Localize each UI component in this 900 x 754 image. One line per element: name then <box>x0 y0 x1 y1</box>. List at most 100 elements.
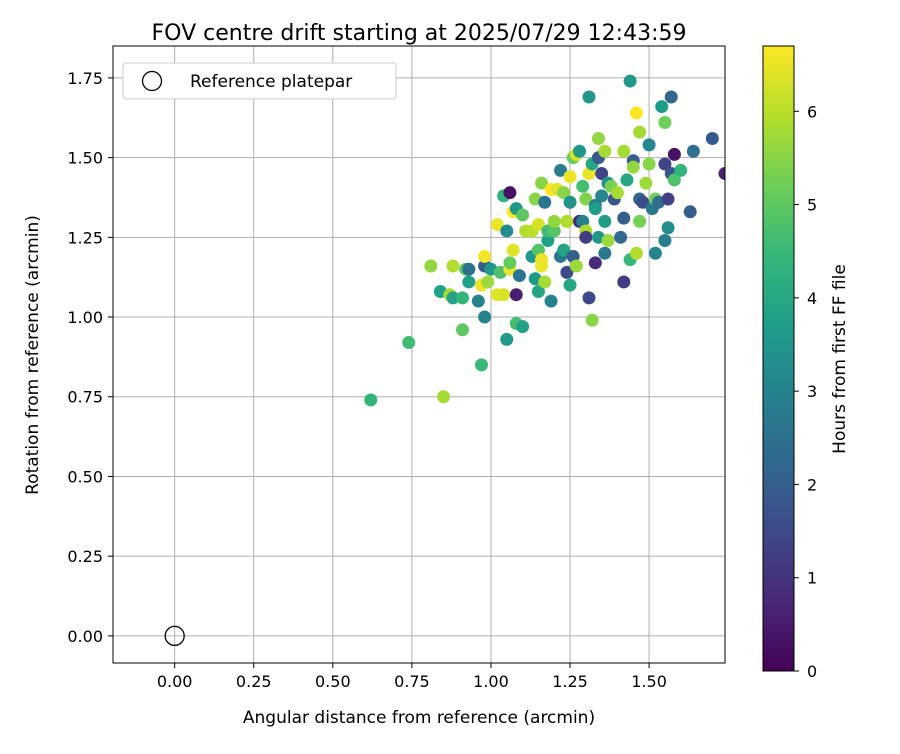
data-points <box>364 74 725 407</box>
colorbar-tick-label: 4 <box>807 289 817 308</box>
data-point <box>623 74 637 88</box>
data-point <box>573 144 587 158</box>
colorbar-gradient <box>762 45 795 672</box>
data-point <box>579 230 593 244</box>
data-point <box>610 186 624 200</box>
data-point <box>503 256 517 270</box>
legend: Reference platepar <box>122 62 397 100</box>
colorbar-tick-label: 0 <box>807 662 817 681</box>
x-tick-label: 0.75 <box>394 672 430 691</box>
data-point <box>579 192 593 206</box>
data-point <box>544 294 558 308</box>
data-point <box>617 144 631 158</box>
data-point <box>598 246 612 260</box>
colorbar-ticks: 0 1 2 3 4 5 6 <box>794 102 817 681</box>
data-point <box>490 218 504 232</box>
data-point <box>617 211 631 225</box>
data-point <box>658 234 672 248</box>
y-axis-ticks: 0.00 0.25 0.50 0.75 1.00 1.25 1.50 1.75 <box>67 69 113 646</box>
data-point <box>535 176 549 190</box>
data-point <box>506 243 520 257</box>
data-point <box>585 313 599 327</box>
y-axis-label: Rotation from reference (arcmin) <box>23 215 43 495</box>
data-point <box>686 144 700 158</box>
data-point <box>601 234 615 248</box>
data-point <box>516 208 530 222</box>
plot-frame <box>112 45 726 664</box>
data-point <box>661 221 675 235</box>
data-point <box>538 195 552 209</box>
data-point <box>629 246 643 260</box>
data-point <box>664 90 678 104</box>
y-tick-label: 1.25 <box>67 228 103 247</box>
grid-lines <box>113 46 725 663</box>
data-point <box>481 275 495 289</box>
data-point <box>582 90 596 104</box>
data-point <box>563 278 577 292</box>
data-point <box>455 291 469 305</box>
data-point <box>560 214 574 228</box>
data-point <box>547 224 561 238</box>
data-point <box>614 230 628 244</box>
data-point <box>718 167 725 181</box>
data-point <box>516 320 530 334</box>
data-point <box>462 275 476 289</box>
x-axis-label: Angular distance from reference (arcmin) <box>243 708 595 728</box>
data-point <box>446 259 460 273</box>
y-tick-label: 0.75 <box>67 388 103 407</box>
data-point <box>560 265 574 279</box>
data-point <box>595 189 609 203</box>
y-tick-label: 0.50 <box>67 467 103 486</box>
colorbar-tick-label: 5 <box>807 196 817 215</box>
data-point <box>591 131 605 145</box>
y-tick-label: 1.75 <box>67 69 103 88</box>
colorbar-tick-label: 2 <box>807 475 817 494</box>
data-point <box>598 214 612 228</box>
x-tick-label: 1.00 <box>473 672 509 691</box>
data-point <box>455 323 469 337</box>
data-point <box>541 234 555 248</box>
colorbar-tick-label: 3 <box>807 382 817 401</box>
data-point <box>626 160 640 174</box>
data-point <box>478 310 492 324</box>
x-tick-label: 0.50 <box>315 672 351 691</box>
reference-platepar-point <box>164 625 185 647</box>
data-point <box>512 269 526 283</box>
data-point <box>636 195 650 209</box>
data-point <box>683 205 697 219</box>
y-tick-label: 1.50 <box>67 149 103 168</box>
data-point <box>364 393 378 407</box>
data-point <box>617 275 631 289</box>
data-point <box>500 224 514 238</box>
x-tick-label: 1.50 <box>631 672 667 691</box>
data-point <box>424 259 438 273</box>
x-axis-ticks: 0.00 0.25 0.50 0.75 1.00 1.25 1.50 <box>157 663 667 691</box>
legend-box <box>122 62 397 100</box>
data-point <box>547 214 561 228</box>
data-point <box>535 259 549 273</box>
data-point <box>402 336 416 350</box>
x-tick-label: 0.25 <box>236 672 272 691</box>
data-point <box>642 138 656 152</box>
chart-title: FOV centre drift starting at 2025/07/29 … <box>152 21 687 46</box>
data-point <box>633 125 647 139</box>
data-point <box>509 288 523 302</box>
data-point <box>462 262 476 276</box>
data-point <box>531 285 545 299</box>
data-point <box>588 256 602 270</box>
data-point <box>446 291 460 305</box>
data-point <box>598 144 612 158</box>
data-point <box>667 173 681 187</box>
data-point <box>576 179 590 193</box>
data-point <box>648 246 662 260</box>
y-tick-label: 1.00 <box>67 308 103 327</box>
data-point <box>661 192 675 206</box>
colorbar-tick-label: 6 <box>807 102 817 121</box>
y-tick-label: 0.25 <box>67 547 103 566</box>
data-point <box>705 131 719 145</box>
data-point <box>620 173 634 187</box>
legend-marker-icon <box>141 70 163 92</box>
x-tick-label: 0.00 <box>157 672 193 691</box>
data-point <box>503 186 517 200</box>
